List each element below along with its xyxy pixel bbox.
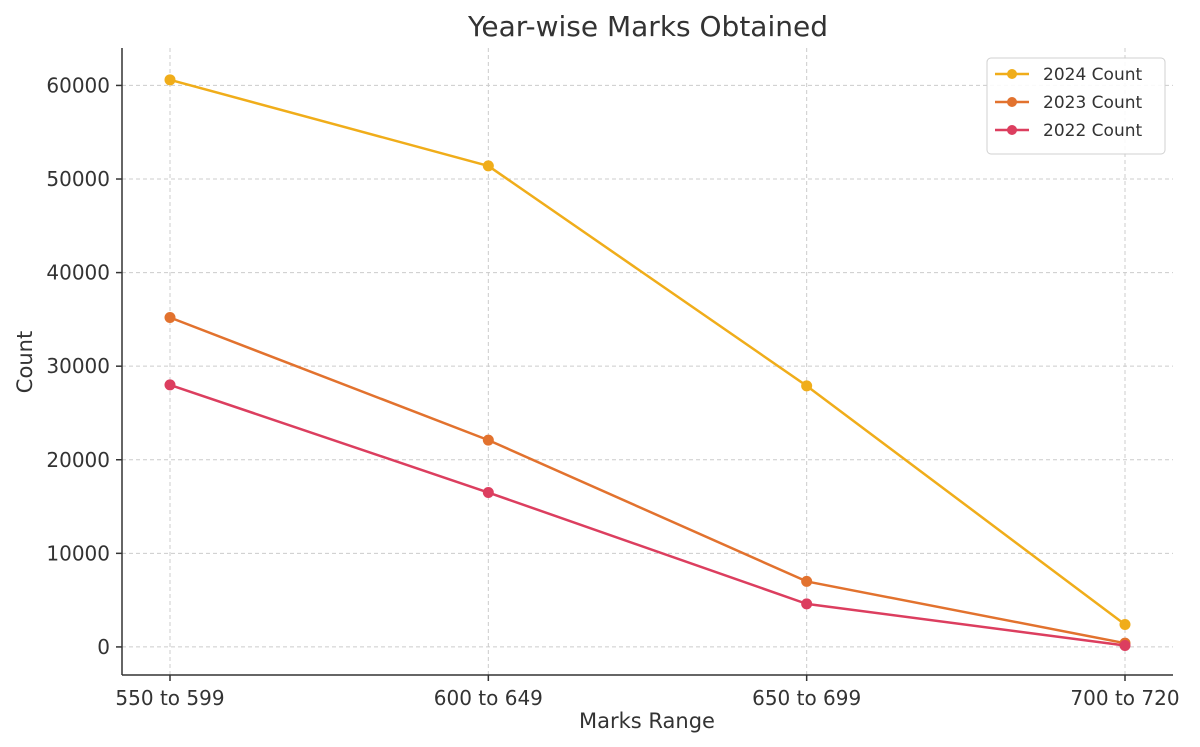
x-tick-label: 650 to 699 (752, 686, 861, 710)
legend-frame (986, 57, 1166, 155)
series-0 (164, 74, 1131, 630)
legend-label: 2024 Count (1043, 65, 1142, 85)
x-tick-label: 600 to 649 (434, 686, 543, 710)
legend-label: 2023 Count (1043, 93, 1142, 113)
y-tick-label: 40000 (46, 261, 110, 285)
series-2 (164, 379, 1131, 652)
data-point (801, 598, 813, 610)
data-point (164, 312, 176, 324)
data-point (801, 575, 813, 587)
series-line (169, 78, 1126, 626)
series-1 (164, 312, 1131, 649)
legend: 2024 Count 2023 Count 2022 Count (986, 57, 1166, 155)
data-point (482, 487, 494, 499)
legend-item: 2023 Count (995, 93, 1142, 113)
data-point (482, 160, 494, 172)
y-tick-label: 30000 (46, 354, 110, 378)
x-tick-label: 700 to 720 (1070, 686, 1179, 710)
legend-item: 2022 Count (995, 121, 1142, 141)
chart-title: Year-wise Marks Obtained (467, 10, 828, 43)
legend-marker (1007, 97, 1017, 107)
y-tick-label: 0 (97, 635, 110, 659)
x-axis-label: Marks Range (579, 709, 715, 733)
series-group (164, 74, 1131, 652)
data-point (801, 380, 813, 392)
data-point (164, 379, 176, 391)
data-point (1119, 640, 1131, 652)
y-tick-label: 50000 (46, 167, 110, 191)
series-line (169, 316, 1126, 645)
y-tick-label: 10000 (46, 541, 110, 565)
data-point (482, 434, 494, 446)
axes: 0 10000 20000 30000 40000 50000 60000 550 to 59… (46, 48, 1180, 710)
legend-marker (1007, 69, 1017, 79)
legend-label: 2022 Count (1043, 121, 1142, 141)
y-tick-label: 60000 (46, 73, 110, 97)
x-tick-label: 550 to 599 (115, 686, 224, 710)
series-line (169, 383, 1126, 647)
y-axis-label: Count (13, 331, 37, 393)
data-point (164, 74, 176, 86)
y-tick-label: 20000 (46, 448, 110, 472)
legend-item: 2024 Count (995, 65, 1142, 85)
data-point (1119, 618, 1131, 630)
legend-marker (1007, 125, 1017, 135)
